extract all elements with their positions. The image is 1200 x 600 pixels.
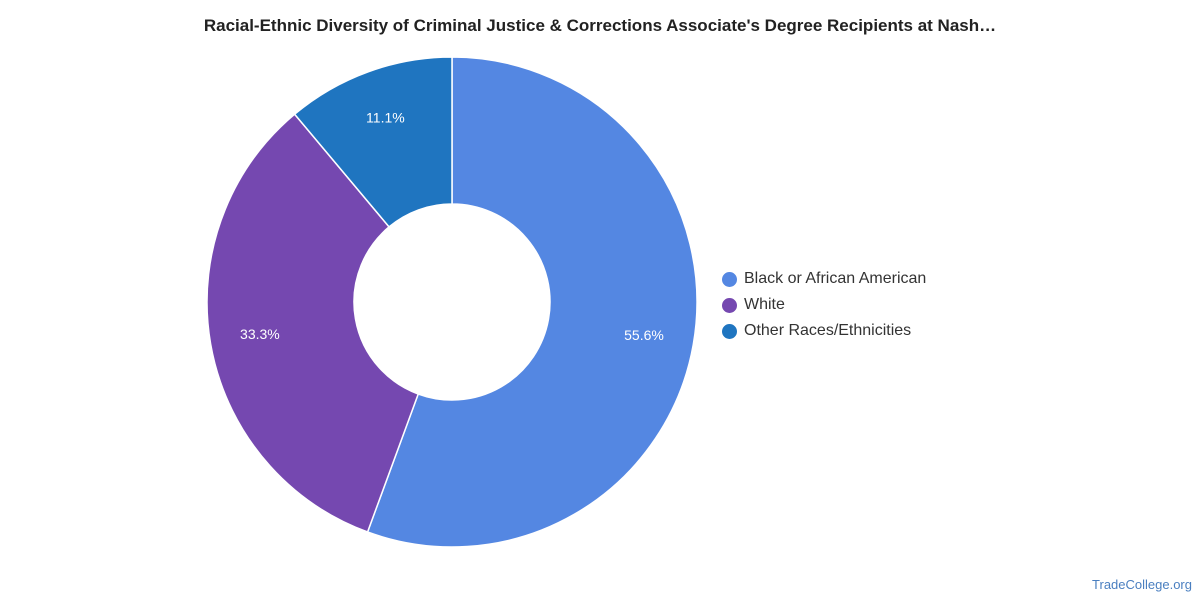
legend-swatch — [722, 297, 737, 313]
slice-black-or-african-american[interactable] — [366, 56, 698, 548]
legend-item-black-or-african-american[interactable]: Black or African American — [722, 266, 926, 292]
credit-link[interactable]: TradeCollege.org — [1092, 577, 1192, 592]
legend-item-other-races-ethnicities[interactable]: Other Races/Ethnicities — [722, 318, 926, 344]
legend-label: White — [744, 296, 785, 313]
legend-item-white[interactable]: White — [722, 292, 926, 318]
slice-white[interactable] — [206, 113, 420, 533]
slices-group — [206, 56, 698, 548]
slice-label-black-or-african-american: 55.6% — [624, 327, 664, 343]
legend-swatch — [722, 323, 737, 339]
legend: Black or African American White Other Race… — [722, 266, 926, 344]
slice-labels-group: 55.6% 33.3% 11.1% — [240, 109, 664, 342]
legend-label: Black or African American — [744, 270, 927, 287]
slice-other-races-ethnicities[interactable] — [293, 56, 453, 228]
chart-title: Racial-Ethnic Diversity of Criminal Just… — [203, 16, 997, 35]
legend-label: Other Races/Ethnicities — [744, 322, 912, 339]
legend-swatch — [722, 271, 737, 287]
slice-label-white: 33.3% — [240, 326, 280, 342]
slice-label-other-races-ethnicities: 11.1% — [366, 109, 405, 125]
